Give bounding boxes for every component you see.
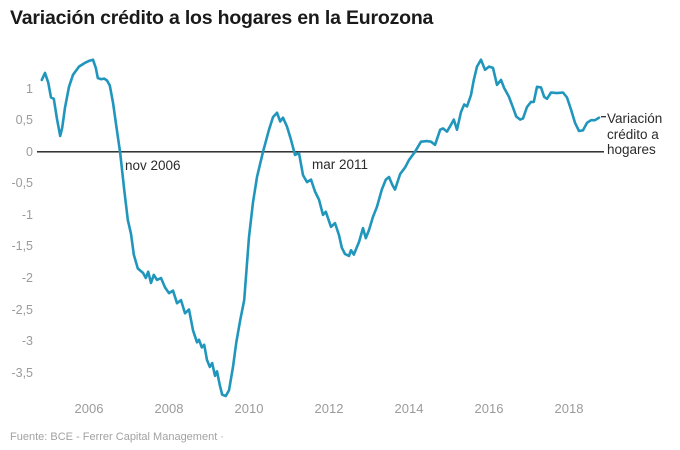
- y-axis-tick-label: 1: [26, 81, 33, 96]
- series-legend: Variación crédito a hogares: [607, 111, 662, 158]
- x-axis-tick-label: 2010: [234, 401, 264, 416]
- source-attribution: Fuente: BCE - Ferrer Capital Management …: [10, 431, 224, 443]
- x-axis-tick-label: 2008: [154, 401, 184, 416]
- legend-line-3: hogares: [607, 142, 656, 157]
- legend-line-1: Variación: [607, 111, 663, 126]
- x-axis-tick-label: 2012: [314, 401, 344, 416]
- y-axis-tick-label: -1: [21, 207, 33, 222]
- legend-line-2: crédito a: [607, 126, 659, 142]
- y-axis-tick-label: -3,5: [11, 365, 33, 380]
- annotation-mar-2011: mar 2011: [312, 157, 369, 172]
- x-axis-tick-label: 2016: [474, 401, 504, 416]
- x-axis-tick-label: 2014: [394, 401, 424, 416]
- credit-variation-line: [40, 58, 601, 398]
- y-axis-tick-label: -0,5: [11, 176, 33, 191]
- y-axis-tick-label: 0,5: [15, 113, 33, 128]
- annotation-nov-2006: nov 2006: [125, 158, 181, 173]
- y-axis-tick-label: -3: [21, 334, 33, 349]
- y-axis-tick-label: 0: [26, 144, 33, 159]
- y-axis-tick-label: -2,5: [11, 302, 33, 317]
- y-axis-tick-label: -1,5: [11, 239, 33, 254]
- chart-title: Variación crédito a los hogares en la Eu…: [10, 7, 434, 29]
- x-axis-tick-label: 2018: [554, 401, 584, 416]
- y-axis-tick-label: -2: [21, 270, 33, 285]
- x-axis-tick-label: 2006: [74, 401, 104, 416]
